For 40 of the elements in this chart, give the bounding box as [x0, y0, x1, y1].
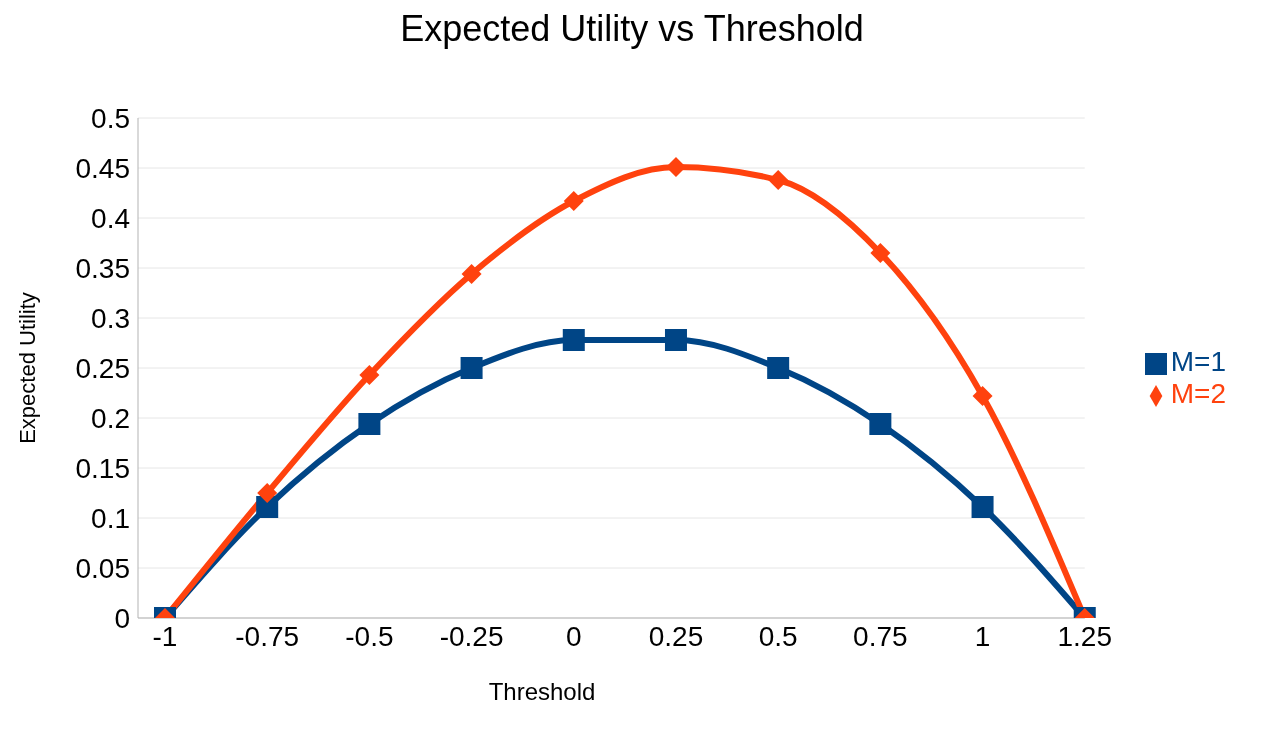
x-axis-title: Threshold	[487, 678, 597, 706]
point	[563, 191, 584, 211]
point	[768, 170, 789, 190]
x-tick-label: -0.75	[235, 620, 300, 652]
x-tick-label: -0.5	[345, 620, 394, 652]
x-tick-label: 1.25	[1057, 620, 1112, 652]
y-tick-label: 0.05	[75, 552, 130, 584]
x-tick-label: 0.5	[758, 620, 798, 652]
y-tick-label: 0.3	[91, 302, 130, 334]
point	[358, 413, 381, 435]
point	[972, 386, 993, 406]
point	[359, 365, 380, 385]
y-tick-label: 0.2	[91, 402, 130, 434]
point	[869, 413, 892, 435]
x-tick-label: -0.25	[439, 620, 504, 652]
point	[870, 243, 891, 263]
x-tick-label: 0.25	[648, 620, 704, 652]
x-tick-label: 0.75	[853, 620, 908, 652]
x-tick-label: 1	[974, 620, 991, 652]
y-axis-title: Expected Utility	[15, 292, 41, 444]
y-tick-label: 0.35	[75, 252, 130, 284]
y-tick-label: 0.15	[75, 452, 130, 484]
x-tick-label: 0	[565, 620, 582, 652]
point	[461, 264, 482, 284]
y-tick-label: 0.5	[91, 102, 130, 134]
point	[665, 157, 686, 177]
point	[971, 496, 994, 518]
y-tick-label: 0.45	[75, 152, 130, 184]
point	[257, 483, 278, 503]
legend-label: M=2	[1170, 378, 1226, 409]
x-tick-label: -1	[152, 620, 178, 652]
y-tick-label: 0.4	[91, 202, 130, 234]
chart-title: Expected Utility vs Threshold	[399, 8, 865, 51]
point	[460, 357, 483, 379]
y-tick-label: 0.25	[75, 352, 130, 384]
y-tick-label: 0.1	[91, 502, 130, 534]
point	[562, 329, 585, 351]
point	[664, 329, 687, 351]
point	[767, 357, 790, 379]
legend-label: M=1	[1170, 346, 1226, 377]
